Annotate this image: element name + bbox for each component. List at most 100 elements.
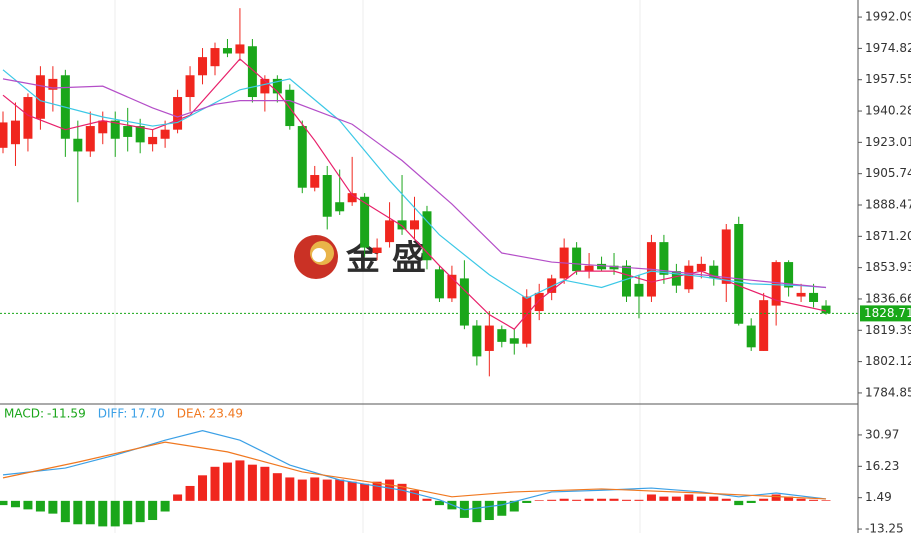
candle-body — [422, 211, 432, 261]
y-tick-label: 1853.93 — [865, 260, 911, 274]
macd-bar — [322, 479, 332, 501]
candle-body — [410, 220, 420, 230]
macd-bar — [597, 498, 607, 501]
macd-bar — [422, 498, 432, 501]
macd-bar — [260, 466, 270, 501]
last-price-box — [860, 305, 911, 322]
candle-body — [372, 247, 382, 254]
candle-body — [746, 325, 756, 348]
candle-body — [584, 265, 594, 272]
y-tick-label: 1819.39 — [865, 323, 911, 337]
macd-bar — [809, 499, 819, 501]
candle-body — [809, 292, 819, 302]
macd-bar — [360, 483, 370, 501]
line — [2, 69, 827, 300]
candle-body — [684, 265, 694, 290]
candle-body — [671, 271, 681, 286]
macd-bar — [696, 496, 706, 501]
candle-body — [609, 265, 619, 270]
macd-bar — [821, 500, 831, 501]
candle-body — [335, 202, 345, 212]
candle-body — [85, 126, 95, 152]
macd-bar — [247, 464, 257, 501]
macd-bar — [784, 496, 794, 501]
macd-bar — [148, 500, 158, 521]
line — [2, 429, 827, 511]
macd-bar — [671, 496, 681, 501]
candle-body — [235, 44, 245, 54]
last-price-label: 1828.71 — [864, 306, 911, 320]
y-tick-label: 30.97 — [865, 427, 899, 441]
y-tick-label: 1974.82 — [865, 41, 911, 55]
macd-bar — [98, 500, 108, 527]
candle-body — [135, 126, 145, 143]
macd-bar — [285, 477, 295, 501]
candle-body — [123, 126, 133, 137]
candle-body — [597, 263, 607, 270]
macd-bar — [721, 498, 731, 501]
candle-body — [397, 220, 407, 230]
macd-bar — [634, 499, 644, 501]
candle-body — [110, 120, 120, 139]
y-tick-label: 1923.01 — [865, 135, 911, 149]
macd-bar — [210, 466, 220, 501]
candle-body — [572, 247, 582, 272]
candle-body — [10, 120, 20, 145]
y-tick-label: 1871.20 — [865, 229, 911, 243]
macd-bar — [609, 498, 619, 501]
candle-body — [247, 46, 257, 98]
macd-bar — [559, 498, 569, 501]
macd-bar — [534, 500, 544, 501]
candle-body — [297, 126, 307, 188]
candle-body — [260, 78, 270, 94]
candle-body — [210, 48, 220, 67]
macd-bar — [572, 499, 582, 501]
candle-body — [160, 129, 170, 139]
macd-bar — [709, 496, 719, 501]
macd-bar — [522, 500, 532, 503]
macd-bar — [509, 500, 519, 512]
macd-bar — [434, 500, 444, 506]
candle-body — [447, 274, 457, 299]
candle-body — [759, 300, 769, 351]
macd-bar — [622, 499, 631, 501]
macd-bar — [235, 460, 245, 501]
candle-body — [35, 75, 45, 119]
y-tick-label: 1905.74 — [865, 166, 911, 180]
candle-body — [198, 57, 208, 76]
line — [2, 78, 827, 289]
macd-bar — [60, 500, 70, 523]
candle-body — [434, 269, 444, 299]
candle-body — [385, 220, 395, 243]
macd-bar — [372, 481, 382, 501]
macd-bar — [397, 483, 407, 501]
macd-bar — [472, 500, 482, 523]
candle-body — [360, 196, 370, 248]
macd-bar — [48, 500, 58, 514]
macd-bar — [547, 499, 557, 501]
candle-body — [709, 265, 719, 279]
candle-body — [185, 75, 195, 98]
macd-bar — [185, 485, 195, 501]
macd-bar — [484, 500, 494, 521]
y-tick-label: 1888.47 — [865, 198, 911, 212]
legend-value: 23.49 — [209, 407, 243, 421]
macd-bar — [734, 500, 744, 506]
candle-body — [98, 120, 108, 134]
y-tick-label: 1957.55 — [865, 72, 911, 86]
candle-body — [472, 325, 482, 357]
candle-body — [509, 338, 519, 344]
candle-body — [347, 193, 357, 203]
y-tick-label: 1802.12 — [865, 354, 911, 368]
legend-name: DEA: — [177, 407, 206, 421]
candle-body — [173, 97, 183, 130]
macd-bar — [659, 496, 669, 501]
candle-body — [721, 229, 731, 284]
candle-body — [23, 97, 33, 139]
y-tick-label: 1940.28 — [865, 104, 911, 118]
candle-body — [634, 283, 644, 297]
macd-bar — [771, 494, 781, 501]
macd-bar — [160, 500, 170, 512]
macd-bar — [310, 477, 320, 501]
candle-body — [534, 292, 544, 312]
